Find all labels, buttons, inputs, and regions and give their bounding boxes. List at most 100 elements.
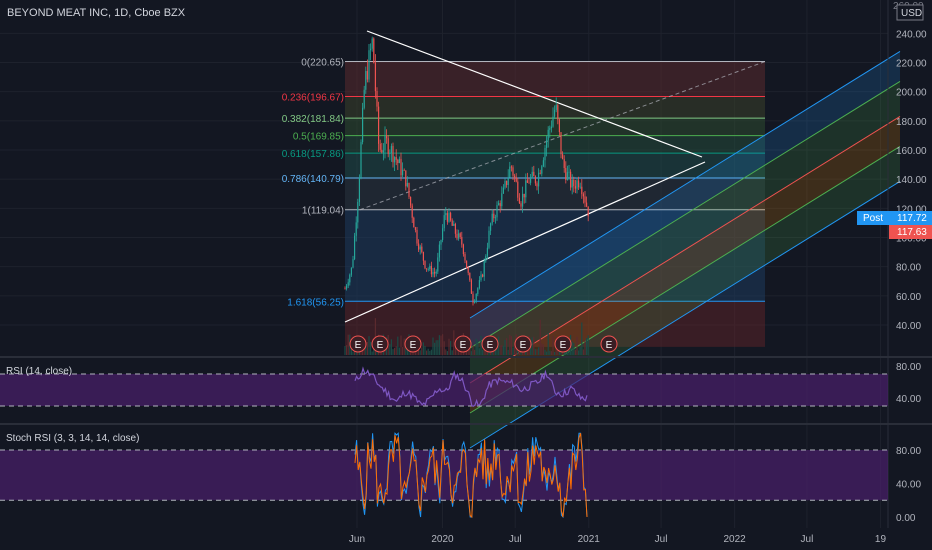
rsi-panel: 40.00 80.00: [0, 362, 921, 407]
candle-body: [576, 180, 578, 189]
fib-level-label: 1(119.04): [302, 206, 344, 217]
fib-level-label: 0.786(140.79): [282, 174, 344, 185]
fib-retracement[interactable]: 0(220.65) 0.236(196.67) 0.382(181.84) 0.5(1…: [282, 58, 766, 347]
time-tick-label: 19: [875, 534, 887, 545]
volume-bar: [474, 349, 476, 355]
volume-bar: [582, 349, 584, 355]
pitchfork-line: [469, 145, 901, 414]
volume-bar: [533, 336, 535, 355]
candle-body: [581, 186, 583, 195]
candle-body: [483, 261, 485, 277]
candle-body: [477, 288, 479, 294]
volume-bar: [499, 345, 501, 355]
volume-bar: [506, 338, 508, 355]
volume-bar: [544, 349, 546, 355]
candle-body: [546, 140, 548, 149]
price-tick-label: 220.00: [896, 59, 927, 70]
earnings-circle: [454, 335, 472, 353]
candle-body: [435, 271, 437, 274]
price-axis[interactable]: 40.00 60.00 80.00 100.00 120.00 140.00 160.00 1…: [896, 29, 927, 332]
candle-body: [562, 154, 564, 160]
price-tick-label: 100.00: [896, 234, 927, 245]
candle-body: [394, 157, 396, 163]
candle-body: [360, 142, 362, 178]
candle-body: [475, 293, 477, 301]
trend-lines[interactable]: [344, 30, 706, 323]
volume-bar: [392, 349, 394, 355]
volume-bar: [437, 340, 439, 355]
volume-bar: [440, 335, 442, 355]
earnings-circle: [600, 335, 618, 353]
candle-body: [530, 177, 532, 183]
candle-body: [398, 158, 400, 164]
post-price: 117.72: [897, 213, 927, 224]
earnings-label: E: [410, 340, 417, 351]
candle-body: [443, 215, 445, 229]
volume-bar: [402, 346, 404, 355]
candle-body: [445, 213, 447, 216]
candle-body: [448, 212, 450, 222]
pitchfork-line: [469, 80, 901, 349]
fib-band: [345, 61, 765, 97]
candle-body: [523, 193, 525, 198]
earnings-label: E: [460, 340, 467, 351]
close-price: 117.63: [897, 227, 927, 238]
candle-body: [395, 157, 397, 160]
candle-body: [382, 150, 384, 153]
price-tick-label: 120.00: [896, 204, 927, 215]
candle-body: [536, 183, 538, 187]
volume-bar: [370, 341, 372, 355]
volume-bar: [352, 351, 354, 355]
candle-body: [440, 240, 442, 245]
candle-body: [541, 166, 543, 174]
volume-bar: [470, 351, 472, 355]
candle-body: [390, 146, 392, 154]
candle-body: [496, 205, 498, 218]
volume-bar: [453, 330, 455, 355]
volume-bar: [371, 351, 373, 355]
price-tick-label: 200.00: [896, 88, 927, 99]
volume-bar: [451, 350, 453, 355]
candle-body: [482, 274, 484, 277]
candle-body: [459, 233, 461, 238]
candle-body: [344, 288, 346, 290]
candle-body: [470, 280, 472, 294]
rsi-tick-label: 80.00: [896, 362, 921, 373]
candle-body: [467, 268, 469, 273]
candle-body: [432, 271, 434, 275]
volume-bar: [482, 349, 484, 355]
candle-body: [480, 274, 482, 281]
volume-bar: [394, 347, 396, 355]
candle-body: [349, 274, 351, 283]
candle-body: [526, 180, 528, 183]
candle-body: [416, 229, 418, 244]
candle-body: [346, 285, 348, 289]
volume-bar: [366, 341, 368, 355]
fib-level-label: 1.618(56.25): [287, 297, 344, 308]
fib-band: [345, 118, 765, 136]
candle-body: [507, 177, 509, 186]
pitchfork-band: [470, 146, 900, 448]
candle-body: [506, 180, 508, 186]
candle-body: [379, 143, 381, 150]
earnings-circle: [371, 335, 389, 353]
candle-body: [539, 172, 541, 174]
candle-body: [357, 202, 359, 223]
candle-body: [397, 159, 399, 164]
stoch-tick-label: 40.00: [896, 480, 921, 491]
earnings-circle: [481, 335, 499, 353]
volume-bar: [480, 335, 482, 355]
candle-body: [410, 196, 412, 206]
candle-body: [512, 167, 514, 176]
volume-bar: [350, 345, 352, 355]
candle-body: [350, 267, 352, 275]
candle-body: [368, 50, 370, 80]
volume-bar: [454, 342, 456, 355]
pitchfork-line: [469, 50, 901, 319]
currency-badge[interactable]: [896, 4, 924, 21]
candle-body: [472, 293, 474, 303]
candle-body: [514, 175, 516, 178]
time-axis[interactable]: Jun 2020 Jul 2021 Jul 2022 Jul 19: [349, 534, 887, 545]
